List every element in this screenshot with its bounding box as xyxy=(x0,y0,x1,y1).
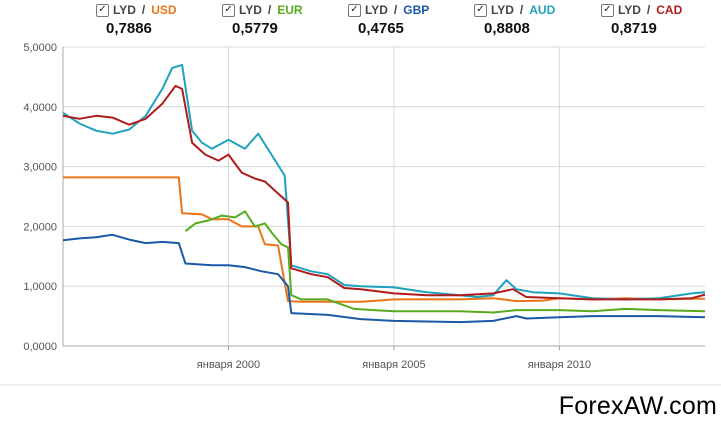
legend-base: LYD xyxy=(491,3,514,17)
checkbox-checked-icon[interactable]: ✓ xyxy=(96,3,109,17)
checkbox-checked-icon[interactable]: ✓ xyxy=(348,3,361,17)
legend-rate: 0,4765 xyxy=(358,20,404,37)
legend-separator: / xyxy=(646,3,651,17)
checkbox-checked-icon[interactable]: ✓ xyxy=(601,3,614,17)
x-tick-label: января 2000 xyxy=(197,359,260,371)
series-line-lyd-cad xyxy=(62,84,706,301)
x-tick-label: января 2005 xyxy=(362,359,425,371)
series-line-lyd-gbp xyxy=(62,233,706,324)
legend-base: LYD xyxy=(239,3,262,17)
legend-separator: / xyxy=(519,3,524,17)
series-line-lyd-eur xyxy=(184,210,706,314)
legend-quote: AUD xyxy=(529,3,556,17)
y-tick-label: 3,0000 xyxy=(23,162,57,174)
legend-quote: EUR xyxy=(277,3,303,17)
legend-base: LYD xyxy=(113,3,136,17)
legend-separator: / xyxy=(141,3,146,17)
legend-item-cad[interactable]: ✓ LYD / CAD 0,8719 xyxy=(601,2,721,37)
series-group xyxy=(62,63,706,324)
legend-rate: 0,5779 xyxy=(232,20,278,37)
y-tick-label: 0,0000 xyxy=(23,341,57,353)
legend-separator: / xyxy=(393,3,398,17)
y-tick-label: 5,0000 xyxy=(23,42,57,54)
legend-item-usd[interactable]: ✓ LYD / USD 0,7886 xyxy=(96,2,222,37)
legend-rate: 0,8808 xyxy=(484,20,530,37)
checkbox-checked-icon[interactable]: ✓ xyxy=(222,3,235,17)
y-tick-label: 4,0000 xyxy=(23,102,57,114)
legend-base: LYD xyxy=(365,3,388,17)
series-line-lyd-aud xyxy=(62,63,706,301)
legend-separator: / xyxy=(267,3,272,17)
legend-item-gbp[interactable]: ✓ LYD / GBP 0,4765 xyxy=(348,2,474,37)
legend-rate: 0,8719 xyxy=(611,20,657,37)
axes: 0,0000 1,0000 2,0000 3,0000 4,0000 5,0000 янва… xyxy=(23,42,705,371)
watermark-text: ForexAW.com xyxy=(558,392,717,420)
legend-rate: 0,7886 xyxy=(106,20,152,37)
y-tick-label: 1,0000 xyxy=(23,281,57,293)
legend-quote: USD xyxy=(151,3,177,17)
legend-base: LYD xyxy=(618,3,641,17)
y-tick-label: 2,0000 xyxy=(23,221,57,233)
legend-item-eur[interactable]: ✓ LYD / EUR 0,5779 xyxy=(222,2,348,37)
legend: ✓ LYD / USD 0,7886 ✓ LYD / EUR 0,5779 ✓ … xyxy=(0,2,721,42)
x-tick-label: января 2010 xyxy=(528,359,591,371)
legend-quote: GBP xyxy=(403,3,430,17)
checkbox-checked-icon[interactable]: ✓ xyxy=(474,3,487,17)
legend-quote: CAD xyxy=(656,3,683,17)
legend-item-aud[interactable]: ✓ LYD / AUD 0,8808 xyxy=(474,2,600,37)
grid xyxy=(63,46,705,347)
series-line-lyd-usd xyxy=(63,176,705,303)
